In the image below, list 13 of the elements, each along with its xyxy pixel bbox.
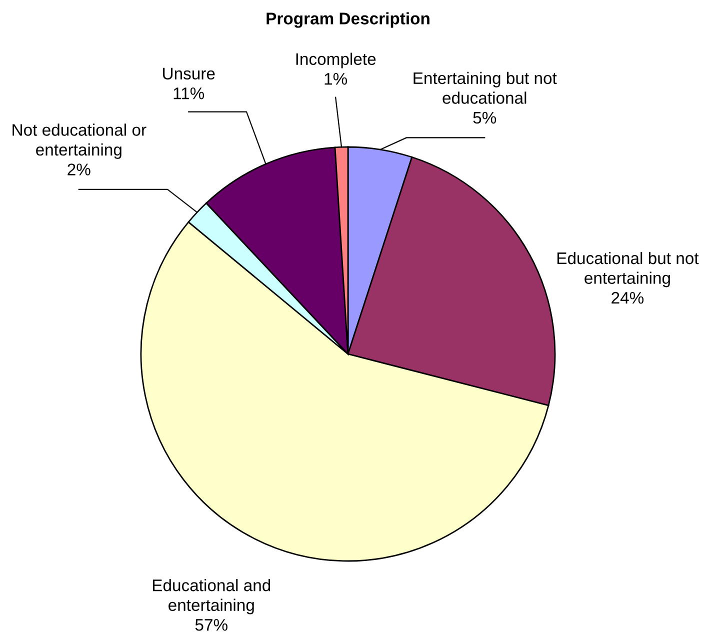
data-label: 2%	[68, 164, 90, 176]
data-label: 1%	[324, 73, 348, 85]
slice-label: Incomplete	[296, 52, 376, 68]
slice-label: Unsure	[163, 68, 215, 80]
data-label: 57%	[195, 619, 228, 631]
chart-title: Program Description	[266, 12, 430, 28]
data-label: 24%	[612, 292, 644, 304]
slice-label: Educational and entertaining	[152, 579, 270, 614]
slice-label: Educational but not entertaining	[557, 252, 699, 288]
slice-label: Not educational or entertaining	[12, 124, 146, 159]
data-label: 5%	[473, 112, 496, 124]
data-label: 11%	[174, 88, 204, 100]
slice-label: Entertaining but not educational	[414, 72, 557, 104]
